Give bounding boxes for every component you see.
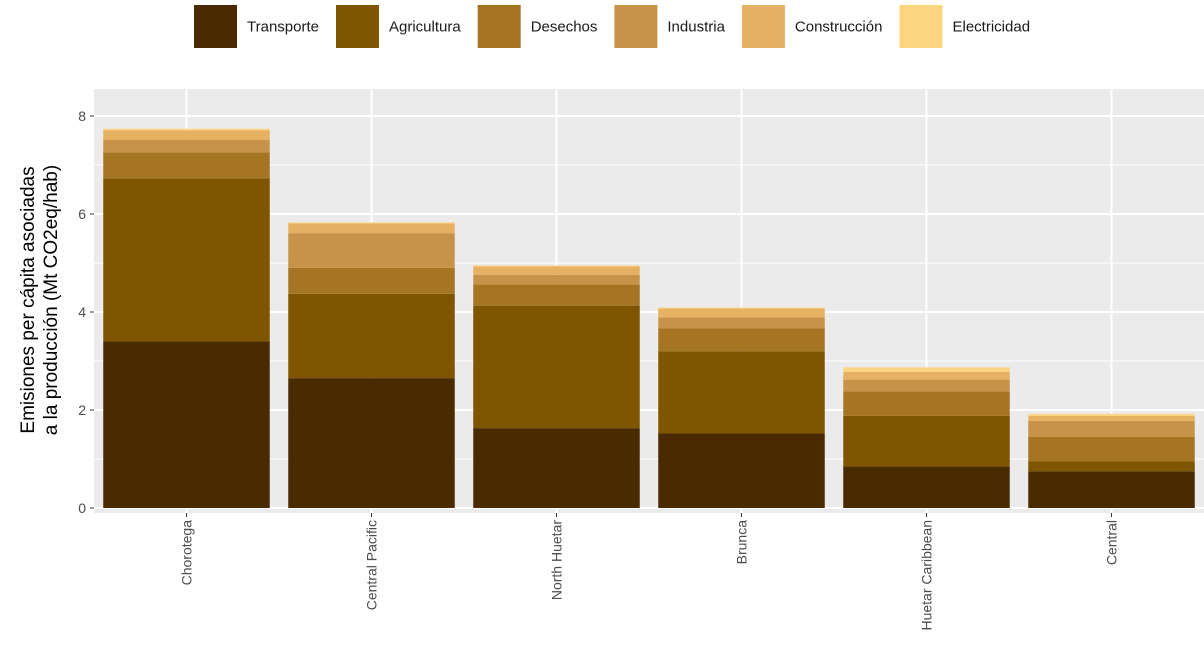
bar-chorotega-transporte bbox=[103, 341, 270, 508]
bars bbox=[103, 128, 1195, 508]
x-tick-label-north-huetar: North Huetar bbox=[549, 520, 565, 600]
y-tick-label: 0 bbox=[78, 500, 86, 516]
x-axis: Chorotega Central Pacific North Huetar Brun… bbox=[179, 513, 1120, 631]
bar-central-pacific-transporte bbox=[288, 378, 455, 508]
bar-chorotega-desechos bbox=[103, 152, 270, 179]
legend-key-agricultura bbox=[336, 5, 379, 48]
y-axis: 0 2 4 6 8 bbox=[78, 108, 94, 516]
bar-brunca-desechos bbox=[658, 328, 825, 352]
bar-central-pacific-industria bbox=[288, 233, 455, 268]
legend-label-agricultura: Agricultura bbox=[389, 19, 461, 36]
legend-key-transporte bbox=[194, 5, 237, 48]
x-tick-label-chorotega: Chorotega bbox=[179, 520, 195, 586]
bar-north-huetar-agricultura bbox=[473, 305, 640, 429]
bar-central-electricidad bbox=[1028, 413, 1195, 416]
x-tick-label-huetar-caribbean: Huetar Caribbean bbox=[919, 520, 935, 631]
bar-central-industria bbox=[1028, 420, 1195, 437]
y-axis-title: Emisiones per cápita asociadas a la prod… bbox=[18, 165, 62, 435]
bar-chorotega-electricidad bbox=[103, 128, 270, 131]
bar-chorotega-construccion bbox=[103, 130, 270, 141]
bar-central-pacific-agricultura bbox=[288, 293, 455, 379]
bar-huetar-caribbean-industria bbox=[843, 379, 1010, 392]
bar-brunca-transporte bbox=[658, 433, 825, 508]
bar-huetar-caribbean-transporte bbox=[843, 466, 1010, 508]
legend-key-desechos bbox=[477, 5, 521, 48]
bar-central-desechos bbox=[1028, 436, 1195, 462]
bar-huetar-caribbean-desechos bbox=[843, 391, 1010, 416]
y-tick-label: 6 bbox=[78, 206, 86, 222]
bar-chorotega-agricultura bbox=[103, 178, 270, 342]
bar-brunca-electricidad bbox=[658, 307, 825, 309]
y-tick-label: 2 bbox=[78, 402, 86, 418]
bar-north-huetar-desechos bbox=[473, 284, 640, 306]
plot-panel bbox=[94, 89, 1204, 513]
legend-key-electricidad bbox=[899, 5, 943, 48]
bar-huetar-caribbean-electricidad bbox=[843, 367, 1010, 372]
legend-label-transporte: Transporte bbox=[247, 19, 319, 36]
bar-central-transporte bbox=[1028, 471, 1195, 508]
legend-label-desechos: Desechos bbox=[531, 19, 598, 36]
y-tick-label: 4 bbox=[78, 304, 86, 320]
x-tick-label-central-pacific: Central Pacific bbox=[364, 520, 380, 610]
bar-chorotega-industria bbox=[103, 140, 270, 153]
bar-central-construccion bbox=[1028, 415, 1195, 421]
x-tick-label-central: Central bbox=[1104, 520, 1120, 565]
bar-central-agricultura bbox=[1028, 461, 1195, 472]
bar-brunca-industria bbox=[658, 317, 825, 329]
bar-north-huetar-transporte bbox=[473, 428, 640, 508]
legend-label-industria: Industria bbox=[667, 19, 725, 36]
y-tick-label: 8 bbox=[78, 108, 86, 124]
bar-central-pacific-desechos bbox=[288, 267, 455, 294]
y-axis-title-line-1: Emisiones per cápita asociadas bbox=[18, 166, 39, 433]
bar-brunca-construccion bbox=[658, 308, 825, 318]
legend: Transporte Agricultura Desechos Industria Co… bbox=[194, 5, 1030, 48]
bar-north-huetar-construccion bbox=[473, 266, 640, 275]
bar-central-pacific-construccion bbox=[288, 223, 455, 234]
bar-huetar-caribbean-agricultura bbox=[843, 415, 1010, 467]
bar-central-pacific-electricidad bbox=[288, 222, 455, 224]
bar-north-huetar-industria bbox=[473, 274, 640, 285]
legend-key-industria bbox=[614, 5, 658, 48]
legend-label-construccion: Construcción bbox=[795, 19, 883, 36]
bar-huetar-caribbean-construccion bbox=[843, 371, 1010, 380]
legend-key-construccion bbox=[741, 5, 785, 48]
y-axis-title-line-2: a la producción (Mt CO2eq/hab) bbox=[41, 165, 62, 435]
bar-north-huetar-electricidad bbox=[473, 265, 640, 267]
legend-label-electricidad: Electricidad bbox=[953, 19, 1031, 36]
x-tick-label-brunca: Brunca bbox=[734, 520, 750, 565]
bar-brunca-agricultura bbox=[658, 351, 825, 434]
